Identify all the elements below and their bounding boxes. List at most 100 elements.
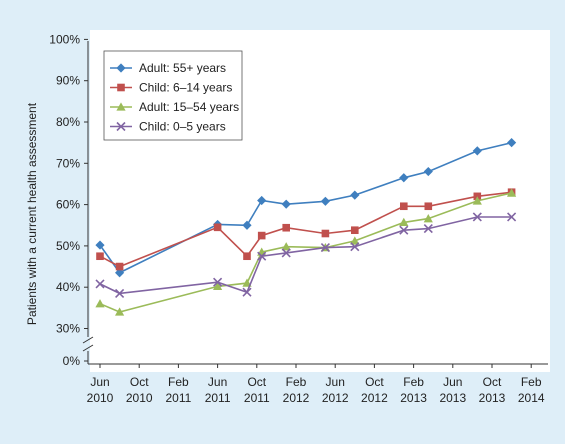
y-tick-labels: 0% 30% 40% 50% 60% 70% 80% 90% 100% <box>49 32 80 368</box>
axis-break-mark-upper <box>82 336 94 344</box>
axis-break-mark-lower <box>82 344 94 352</box>
data-point <box>424 202 433 211</box>
x-tick-label-year: 2011 <box>165 391 191 405</box>
x-tick-label-month: Feb <box>168 375 189 389</box>
legend-entry-4: Child: 0–5 years <box>110 120 226 134</box>
data-point <box>213 223 222 232</box>
y-tick-label: 70% <box>56 156 80 170</box>
series-line <box>99 192 512 313</box>
data-point <box>242 220 252 230</box>
legend-swatch-marker <box>116 102 126 111</box>
data-point <box>243 252 251 261</box>
data-point <box>115 268 125 278</box>
legend-swatch-marker <box>116 63 126 73</box>
x-tick-label-year: 2010 <box>126 391 153 405</box>
legend-label: Adult: 55+ years <box>139 61 226 75</box>
x-tick-label-month: Oct <box>483 375 502 389</box>
legend: Adult: 55+ years Child: 6–14 years Adult: … <box>103 50 243 141</box>
axes <box>82 38 548 368</box>
data-point <box>350 190 360 200</box>
x-tick-label-year: 2012 <box>283 391 310 405</box>
x-tick-label-month: Oct <box>130 375 149 389</box>
data-point <box>257 195 267 206</box>
data-point <box>399 225 409 235</box>
x-tick-label-month: Jun <box>326 375 345 389</box>
series-2 <box>96 188 516 271</box>
y-tick-label: 100% <box>49 32 80 46</box>
data-point <box>320 242 330 253</box>
series-line <box>99 191 512 268</box>
y-tick-label: 50% <box>56 239 80 253</box>
data-point <box>320 196 330 206</box>
data-point <box>257 231 266 240</box>
x-tick-label-year: 2012 <box>361 391 388 405</box>
x-tick-label-month: Feb <box>521 375 542 389</box>
legend-entry-3: Adult: 15–54 years <box>110 100 239 114</box>
legend-swatch-marker <box>116 121 126 132</box>
data-point <box>399 217 409 227</box>
data-point <box>350 242 360 252</box>
y-tick-label: 0% <box>63 354 81 368</box>
legend-label: Adult: 15–54 years <box>139 100 239 114</box>
y-tick-label: 30% <box>56 322 80 336</box>
data-point <box>213 277 223 287</box>
x-tick-label-month: Jun <box>208 375 227 389</box>
x-tick-label-year: 2013 <box>479 391 506 405</box>
data-point <box>213 281 223 291</box>
x-tick-label-month: Jun <box>90 375 109 389</box>
data-point <box>115 262 124 271</box>
data-point <box>472 212 482 222</box>
data-point <box>281 199 291 209</box>
y-tick-label: 40% <box>56 280 80 294</box>
x-tick-label-month: Feb <box>403 375 424 389</box>
data-point <box>472 146 482 156</box>
x-tick-label-month: Oct <box>247 375 266 389</box>
data-point <box>423 166 433 177</box>
data-point <box>423 223 433 234</box>
y-axis-label: Patients with a current health assessmen… <box>25 102 39 325</box>
legend-swatch-marker <box>117 83 125 92</box>
x-tick-label-year: 2011 <box>205 391 231 405</box>
data-point <box>282 223 290 232</box>
x-tick-label-year: 2012 <box>322 391 349 405</box>
series-layer <box>95 138 517 316</box>
x-tick-label-year: 2011 <box>244 391 270 405</box>
x-tick-label-year: 2013 <box>439 391 466 405</box>
data-point <box>95 299 105 308</box>
data-point <box>472 196 482 205</box>
data-point <box>257 251 267 261</box>
x-tick-label-month: Feb <box>286 375 307 389</box>
legend-entry-1: Adult: 55+ years <box>110 61 226 75</box>
data-point <box>507 188 517 197</box>
y-tick-label: 80% <box>56 115 80 129</box>
x-tick-label-month: Jun <box>443 375 462 389</box>
data-point <box>399 173 409 183</box>
series-3 <box>95 188 517 316</box>
data-point <box>115 288 125 298</box>
x-tick-label-year: 2014 <box>518 391 545 405</box>
y-tick-label: 60% <box>56 198 80 212</box>
data-point <box>281 248 291 258</box>
data-point <box>507 138 517 148</box>
data-point <box>115 307 125 316</box>
data-point <box>96 252 104 261</box>
data-point <box>242 287 252 297</box>
series-4 <box>95 212 517 298</box>
data-point <box>281 242 291 251</box>
series-line <box>99 141 512 274</box>
legend-label: Child: 0–5 years <box>139 120 226 134</box>
data-point <box>423 214 433 223</box>
y-tick-label: 90% <box>56 74 80 88</box>
legend-entry-2: Child: 6–14 years <box>110 81 232 95</box>
x-tick-label-month: Oct <box>365 375 384 389</box>
data-point <box>351 226 359 235</box>
legend-label: Child: 6–14 years <box>139 81 232 95</box>
x-tick-labels: Jun 2010 Oct 2010 Feb 2011 Jun 2011 Oct 2011 Feb 20… <box>87 375 545 405</box>
legend-box <box>103 50 243 141</box>
data-point <box>400 202 408 211</box>
data-point <box>350 236 360 245</box>
series-line <box>99 216 512 295</box>
x-tick-label-year: 2013 <box>400 391 427 405</box>
data-point <box>95 240 105 250</box>
